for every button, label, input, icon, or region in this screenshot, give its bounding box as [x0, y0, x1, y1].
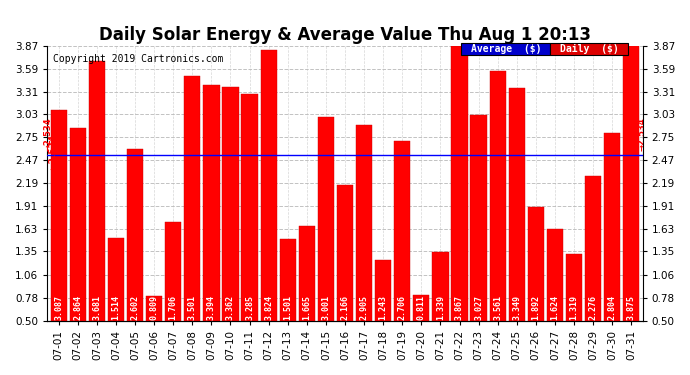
Bar	[89, 61, 105, 321]
Bar	[337, 185, 353, 321]
Text: 2.706: 2.706	[397, 295, 406, 320]
Bar	[279, 239, 296, 321]
Text: 0.809: 0.809	[150, 295, 159, 320]
Bar	[451, 46, 468, 321]
Text: 3.027: 3.027	[474, 295, 483, 320]
Bar	[261, 50, 277, 321]
Text: 3.394: 3.394	[207, 295, 216, 320]
Text: 2.905: 2.905	[359, 295, 368, 320]
Title: Daily Solar Energy & Average Value Thu Aug 1 20:13: Daily Solar Energy & Average Value Thu A…	[99, 26, 591, 44]
Text: 0.811: 0.811	[417, 295, 426, 320]
Bar	[433, 252, 448, 321]
Text: 2.276: 2.276	[589, 295, 598, 320]
Bar	[375, 260, 391, 321]
Bar	[566, 254, 582, 321]
Text: 2.864: 2.864	[73, 295, 82, 320]
Text: 3.087: 3.087	[55, 295, 63, 320]
Text: 3.501: 3.501	[188, 295, 197, 320]
Bar	[127, 149, 144, 321]
Text: 3.285: 3.285	[245, 295, 254, 320]
Bar	[471, 115, 486, 321]
Text: Average  ($): Average ($)	[471, 44, 541, 54]
Bar	[204, 85, 219, 321]
Text: Daily  ($): Daily ($)	[560, 44, 618, 54]
Bar	[604, 133, 620, 321]
Bar	[623, 45, 640, 321]
Text: → 2.534: → 2.534	[49, 135, 58, 174]
Text: →2.534: →2.534	[43, 117, 52, 151]
Text: 1.706: 1.706	[169, 295, 178, 320]
Text: 3.362: 3.362	[226, 295, 235, 320]
Text: 3.561: 3.561	[493, 295, 502, 320]
Bar	[394, 141, 411, 321]
Text: 2.602: 2.602	[130, 295, 139, 320]
Text: 3.001: 3.001	[322, 295, 331, 320]
FancyBboxPatch shape	[551, 43, 628, 55]
Bar	[146, 296, 162, 321]
FancyBboxPatch shape	[461, 43, 551, 55]
Bar	[222, 87, 239, 321]
Bar	[490, 71, 506, 321]
Text: 1.339: 1.339	[436, 295, 445, 320]
Text: 1.319: 1.319	[569, 295, 578, 320]
Bar	[318, 117, 334, 321]
Bar	[356, 124, 372, 321]
Bar	[299, 226, 315, 321]
Text: 3.824: 3.824	[264, 295, 273, 320]
Bar	[546, 229, 563, 321]
Text: 1.514: 1.514	[112, 295, 121, 320]
Bar	[108, 238, 124, 321]
Bar	[70, 128, 86, 321]
Bar	[50, 110, 67, 321]
Text: Copyright 2019 Cartronics.com: Copyright 2019 Cartronics.com	[53, 54, 224, 64]
Text: 3.349: 3.349	[512, 295, 521, 320]
Text: 3.875: 3.875	[627, 295, 635, 320]
Text: 2.166: 2.166	[340, 295, 350, 320]
Text: 1.501: 1.501	[284, 295, 293, 320]
Bar	[528, 207, 544, 321]
Text: 3.867: 3.867	[455, 295, 464, 320]
Bar	[413, 296, 429, 321]
Text: 1.624: 1.624	[551, 295, 560, 320]
Text: 3.681: 3.681	[92, 295, 101, 320]
Bar	[509, 88, 525, 321]
Text: →2.534: →2.534	[638, 117, 647, 151]
Text: 1.243: 1.243	[379, 295, 388, 320]
Bar	[585, 176, 601, 321]
Bar	[165, 222, 181, 321]
Bar	[241, 93, 257, 321]
Text: 1.892: 1.892	[531, 295, 540, 320]
Text: 2.804: 2.804	[608, 295, 617, 320]
Bar	[184, 76, 200, 321]
Text: 1.665: 1.665	[302, 295, 311, 320]
